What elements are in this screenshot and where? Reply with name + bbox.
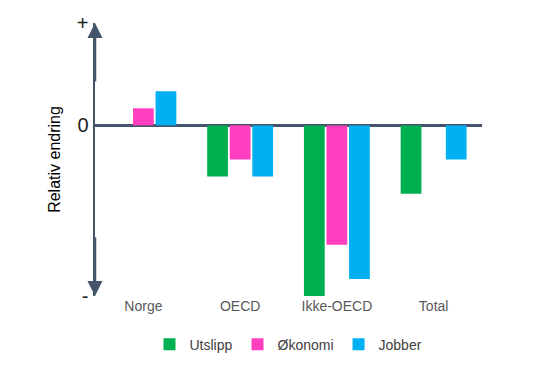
svg-text:Norge: Norge: [124, 298, 162, 314]
svg-text:0: 0: [77, 114, 88, 136]
svg-text:Utslipp: Utslipp: [190, 337, 233, 353]
svg-text:Jobber: Jobber: [379, 337, 422, 353]
svg-text:Total: Total: [419, 298, 449, 314]
svg-text:Relativ endring: Relativ endring: [46, 106, 63, 213]
svg-text:Økonomi: Økonomi: [278, 337, 334, 353]
svg-text:+: +: [77, 12, 89, 34]
svg-text:-: -: [82, 285, 89, 307]
svg-text:OECD: OECD: [220, 298, 260, 314]
svg-text:Ikke-OECD: Ikke-OECD: [301, 298, 372, 314]
